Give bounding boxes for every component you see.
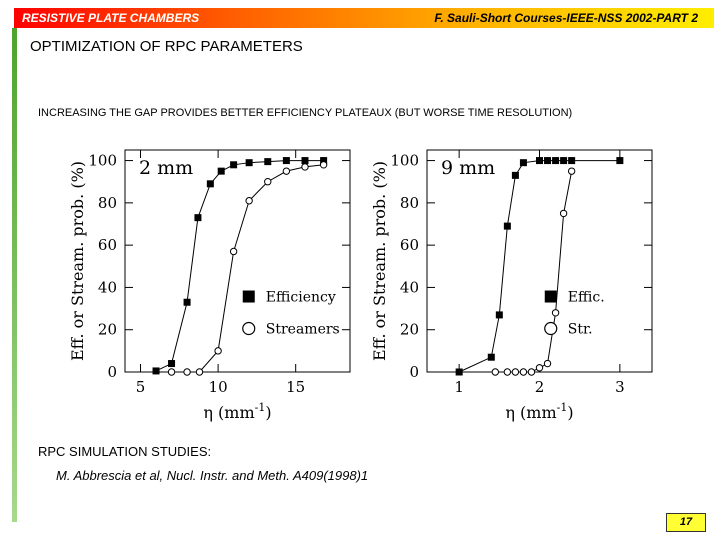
- data-point-circle: [229, 247, 238, 256]
- x-tick-label: 5: [136, 378, 146, 396]
- data-point-square: [282, 157, 290, 165]
- simulation-heading: RPC SIMULATION STUDIES:: [38, 444, 212, 459]
- legend-marker-circle: [544, 321, 558, 336]
- gap-annotation: 2 mm: [139, 157, 193, 179]
- data-point-circle: [543, 359, 552, 368]
- data-point-square: [552, 157, 560, 165]
- y-tick-label: 0: [409, 363, 419, 381]
- y-tick-label: 40: [98, 278, 117, 296]
- data-point-square: [519, 159, 527, 167]
- legend-marker-square: [242, 290, 255, 303]
- series-line-1: [155, 160, 324, 372]
- series-line-2: [171, 164, 324, 373]
- data-point-circle: [264, 178, 272, 186]
- data-point-square: [301, 157, 309, 165]
- y-tick-label: 100: [390, 152, 419, 170]
- data-point-square: [194, 214, 202, 222]
- data-point-square: [455, 368, 463, 376]
- header-author-credit: F. Sauli-Short Courses-IEEE-NSS 2002-PAR…: [434, 11, 698, 25]
- y-tick-label: 60: [400, 236, 419, 254]
- x-tick-label: 1: [454, 378, 464, 396]
- data-point-square: [264, 158, 272, 166]
- data-point-square: [217, 167, 225, 175]
- chart-2mm: 0 20 40 60 80 100 5 10 15 2 mm Eff. or Stream. pro…: [68, 149, 351, 422]
- data-point-circle: [282, 167, 291, 175]
- data-point-circle: [527, 368, 536, 376]
- data-point-square: [168, 360, 176, 368]
- y-tick-label: 60: [98, 236, 117, 254]
- header-course-title: RESISTIVE PLATE CHAMBERS: [22, 11, 200, 25]
- x-tick-label: 10: [209, 378, 228, 396]
- y-axis-label: Eff. or Stream. prob. (%): [370, 161, 389, 361]
- data-point-square: [568, 157, 576, 165]
- data-point-square: [230, 161, 238, 169]
- y-axis-label: Eff. or Stream. prob. (%): [68, 161, 87, 361]
- y-tick-label: 80: [98, 194, 117, 212]
- data-point-square: [245, 159, 253, 167]
- left-accent-stripe: [12, 28, 17, 522]
- data-point-circle: [301, 163, 309, 171]
- data-point-circle: [183, 368, 191, 376]
- data-point-square: [544, 157, 552, 165]
- y-tick-label: 20: [400, 321, 419, 339]
- data-point-circle: [511, 368, 520, 376]
- y-tick-label: 80: [400, 194, 419, 212]
- legend-label: Effic.: [568, 290, 605, 306]
- y-tick-label: 0: [107, 363, 117, 381]
- legend-label: Efficiency: [266, 290, 336, 306]
- x-tick-label: 3: [615, 378, 625, 396]
- reference-citation: M. Abbrescia et al, Nucl. Instr. and Met…: [56, 468, 369, 483]
- data-point-square: [616, 157, 624, 165]
- data-point-circle: [503, 368, 512, 376]
- data-point-circle: [551, 309, 560, 317]
- page-number-badge: 17: [666, 513, 706, 532]
- x-axis-label: η (mm-1): [203, 401, 271, 422]
- legend-label: Streamers: [266, 322, 340, 338]
- y-tick-label: 40: [400, 278, 419, 296]
- chart-9mm: 0 20 40 60 80 100 1 2 3 9 mm Eff. or Stream. prob.…: [370, 149, 653, 422]
- data-point-square: [536, 157, 543, 165]
- data-point-circle: [559, 209, 568, 218]
- x-axis-label: η (mm-1): [505, 401, 573, 422]
- data-point-square: [206, 180, 214, 188]
- data-point-circle: [319, 161, 328, 169]
- data-point-square: [152, 367, 160, 375]
- data-point-square: [487, 353, 495, 361]
- x-tick-label: 2: [535, 378, 545, 396]
- data-point-square: [495, 311, 503, 319]
- legend-marker-square: [544, 290, 557, 303]
- data-point-square: [183, 298, 191, 306]
- gap-annotation: 9 mm: [441, 157, 495, 179]
- series-line-2: [495, 171, 573, 373]
- header-bar: [14, 8, 714, 28]
- y-tick-label: 100: [88, 152, 117, 170]
- data-point-circle: [245, 197, 253, 205]
- slide-title: OPTIMIZATION OF RPC PARAMETERS: [30, 38, 303, 55]
- data-point-square: [503, 222, 511, 230]
- y-tick-label: 20: [98, 321, 117, 339]
- data-point-square: [511, 171, 519, 179]
- data-point-circle: [195, 368, 204, 376]
- data-point-square: [560, 157, 568, 165]
- data-point-circle: [519, 368, 528, 376]
- slide-subtitle: INCREASING THE GAP PROVIDES BETTER EFFIC…: [38, 107, 573, 119]
- legend-marker-circle: [242, 321, 256, 336]
- data-point-circle: [567, 167, 576, 175]
- data-point-circle: [214, 347, 222, 355]
- data-point-circle: [491, 368, 500, 376]
- series-line-1: [458, 160, 620, 373]
- data-point-circle: [167, 368, 176, 376]
- x-tick-label: 15: [286, 378, 305, 396]
- plot-frame: [426, 149, 653, 373]
- data-point-square: [320, 157, 328, 165]
- data-point-circle: [535, 364, 544, 372]
- legend-label: Str.: [568, 322, 593, 338]
- plot-frame: [124, 149, 351, 373]
